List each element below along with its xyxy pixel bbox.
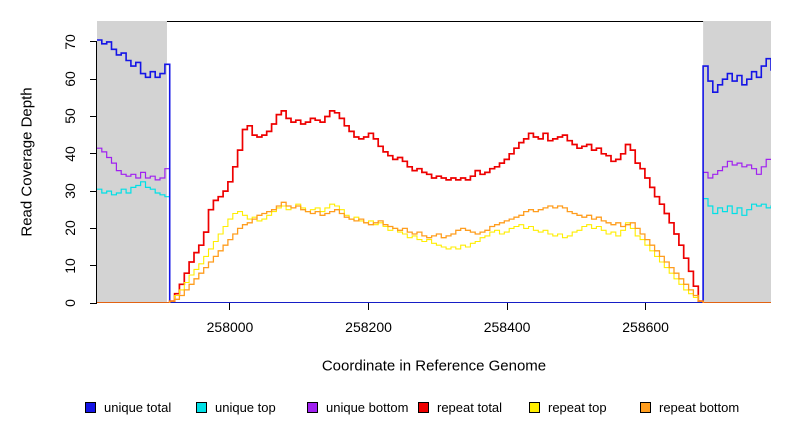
legend-item-unique-bottom: unique bottom <box>307 400 418 415</box>
y-tick-label: 30 <box>62 183 78 199</box>
series-line-repeat-top <box>97 203 771 303</box>
x-tick <box>645 303 647 310</box>
series-line-repeat-total <box>97 110 771 303</box>
legend-swatch-repeat-total <box>418 402 429 413</box>
y-tick <box>90 115 97 117</box>
y-tick <box>90 265 97 267</box>
y-tick <box>90 302 97 304</box>
y-tick-label: 70 <box>62 34 78 50</box>
x-tick-label: 258400 <box>483 319 531 335</box>
series-line-unique-bottom <box>97 147 771 303</box>
legend-label: repeat bottom <box>659 400 740 415</box>
masked-region-left <box>97 21 167 303</box>
x-tick <box>506 303 508 310</box>
x-tick <box>368 303 370 310</box>
legend-item-repeat-top: repeat top <box>529 400 640 415</box>
y-tick-label: 50 <box>62 108 78 125</box>
y-tick-label: 60 <box>62 71 78 87</box>
legend-label: unique bottom <box>326 400 409 415</box>
x-tick-label: 258200 <box>345 319 392 335</box>
legend-label: unique top <box>215 400 276 415</box>
legend-item-repeat-bottom: repeat bottom <box>640 400 751 415</box>
legend-swatch-repeat-bottom <box>640 402 651 413</box>
legend-swatch-repeat-top <box>529 402 540 413</box>
legend-swatch-unique-bottom <box>307 402 318 413</box>
y-tick-label: 20 <box>62 220 78 237</box>
x-tick <box>229 303 231 310</box>
legend-swatch-unique-total <box>85 402 96 413</box>
y-axis-line <box>96 42 97 303</box>
y-tick-label: 0 <box>62 299 78 307</box>
legend-label: repeat total <box>437 400 503 415</box>
series-line-unique-total <box>97 39 771 303</box>
y-tick <box>90 153 97 155</box>
legend-item-unique-total: unique total <box>85 400 196 415</box>
x-tick-label: 258000 <box>206 319 254 335</box>
plot-canvas <box>97 21 771 303</box>
legend-label: unique total <box>104 400 172 415</box>
legend-item-repeat-total: repeat total <box>418 400 529 415</box>
x-axis-title: Coordinate in Reference Genome <box>321 357 547 375</box>
y-tick <box>90 190 97 192</box>
series-line-unique-top <box>97 181 771 303</box>
legend: unique total unique top unique bottom repea… <box>85 400 751 415</box>
y-tick-label: 10 <box>62 257 78 274</box>
masked-region-right <box>703 21 771 303</box>
y-tick <box>90 78 97 80</box>
legend-label: repeat top <box>548 400 607 415</box>
legend-item-unique-top: unique top <box>196 400 307 415</box>
y-tick-label: 40 <box>62 145 78 162</box>
y-tick <box>90 41 97 43</box>
series-line-repeat-bottom <box>97 201 771 303</box>
y-axis-title: Read Coverage Depth <box>18 87 36 237</box>
legend-swatch-unique-top <box>196 402 207 413</box>
y-tick <box>90 227 97 229</box>
x-tick-label: 258600 <box>622 319 669 335</box>
